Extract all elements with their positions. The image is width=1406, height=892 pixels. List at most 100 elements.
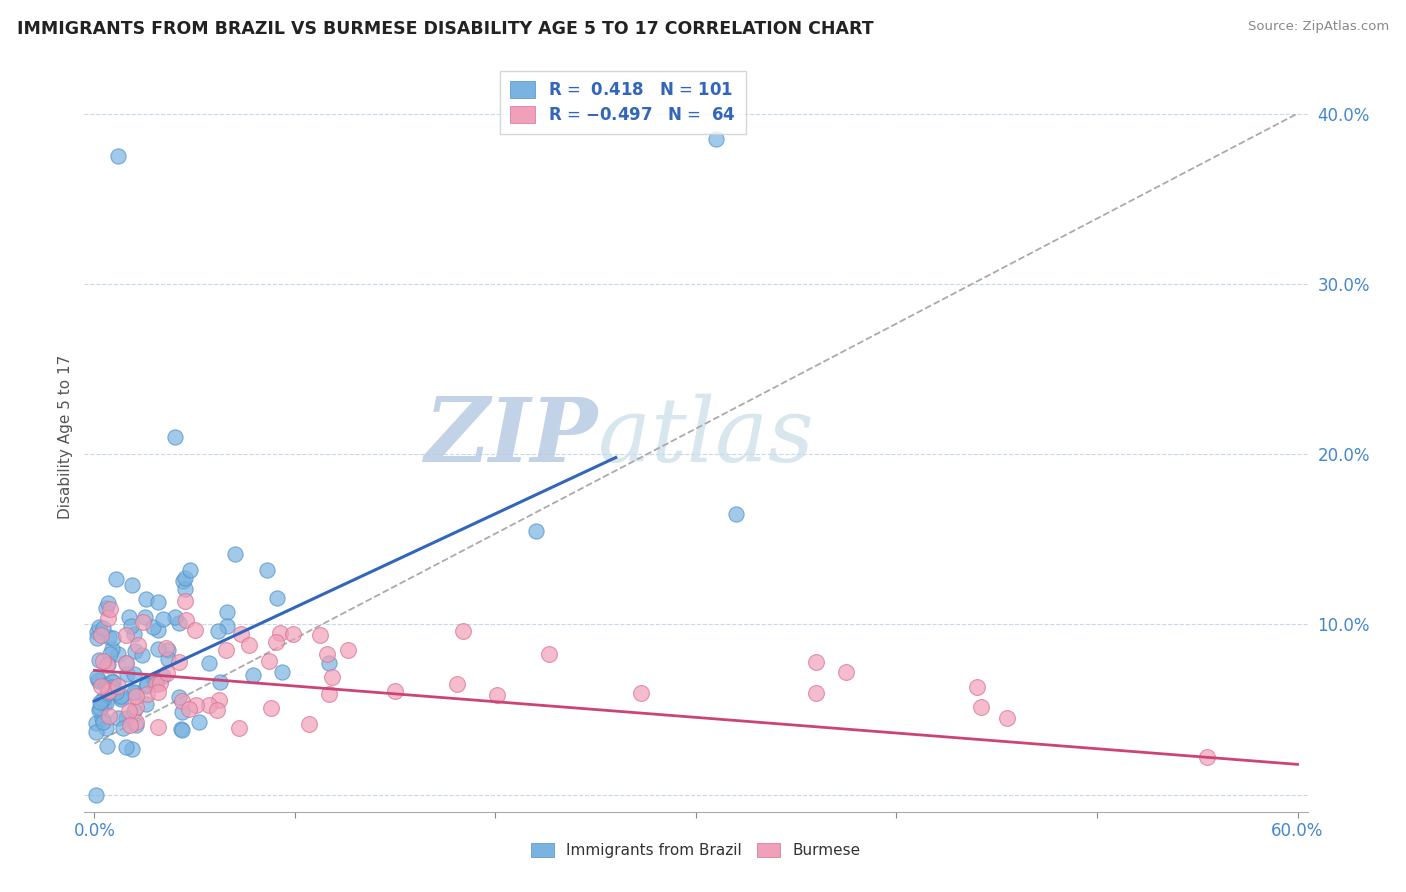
Point [152,669,174,683]
Point [86,625,108,640]
Point [318,656,340,670]
Point [111,721,134,735]
Point [114,628,136,642]
Point [148,595,170,609]
Point [97,686,120,700]
Point [966,681,988,695]
Point [228,722,250,736]
Point [135,697,157,711]
Point [318,687,340,701]
Point [98,601,121,615]
Point [231,627,253,641]
Point [91,715,114,730]
Point [524,524,547,538]
Point [93,697,115,711]
Point [91,711,114,725]
Point [91,692,114,706]
Point [146,685,169,699]
Point [117,610,139,624]
Legend: Immigrants from Brazil, Burmese: Immigrants from Brazil, Burmese [526,837,866,864]
Point [215,605,238,619]
Point [134,610,156,624]
Point [101,682,124,697]
Point [110,689,132,703]
Point [96,739,118,754]
Point [127,638,149,652]
Point [122,685,145,699]
Text: atlas: atlas [598,393,814,481]
Point [89,673,111,688]
Point [94,697,117,711]
Text: Source: ZipAtlas.com: Source: ZipAtlas.com [1249,20,1389,33]
Point [105,573,128,587]
Point [120,718,142,732]
Point [146,641,169,656]
Point [157,643,180,657]
Point [100,642,122,657]
Point [995,711,1018,725]
Point [215,619,238,633]
Point [124,686,146,700]
Point [169,690,191,704]
Point [1197,750,1219,764]
Point [110,692,132,706]
Point [86,724,108,739]
Point [142,673,165,687]
Point [101,680,124,694]
Point [125,699,148,714]
Point [121,741,143,756]
Point [207,624,229,638]
Point [89,620,111,634]
Point [269,626,291,640]
Point [172,693,194,707]
Point [163,430,186,444]
Point [97,682,120,697]
Point [238,638,260,652]
Point [145,677,167,691]
Point [131,648,153,663]
Point [257,654,280,668]
Point [101,631,124,645]
Point [122,704,145,718]
Point [91,654,114,668]
Point [107,149,129,163]
Point [86,788,108,802]
Point [89,700,111,714]
Point [198,698,221,712]
Point [97,684,120,698]
Point [187,714,209,729]
Point [89,653,111,667]
Point [107,711,129,725]
Point [132,615,155,630]
Point [205,703,228,717]
Point [172,705,194,719]
Point [208,675,231,690]
Point [96,601,118,615]
Point [87,673,110,688]
Point [87,703,110,717]
Point [135,679,157,693]
Y-axis label: Disability Age 5 to 17: Disability Age 5 to 17 [58,355,73,519]
Point [337,643,360,657]
Point [125,690,148,704]
Point [136,687,159,701]
Point [165,610,187,624]
Point [167,616,190,631]
Point [148,720,170,734]
Point [135,678,157,692]
Point [970,700,993,714]
Point [90,628,112,642]
Point [453,624,475,639]
Point [835,665,858,679]
Point [146,623,169,637]
Point [184,698,207,712]
Point [198,657,221,671]
Point [98,648,121,662]
Point [100,673,122,688]
Point [167,655,190,669]
Point [115,656,138,670]
Point [384,684,406,698]
Point [98,630,121,644]
Point [224,548,246,562]
Point [315,648,337,662]
